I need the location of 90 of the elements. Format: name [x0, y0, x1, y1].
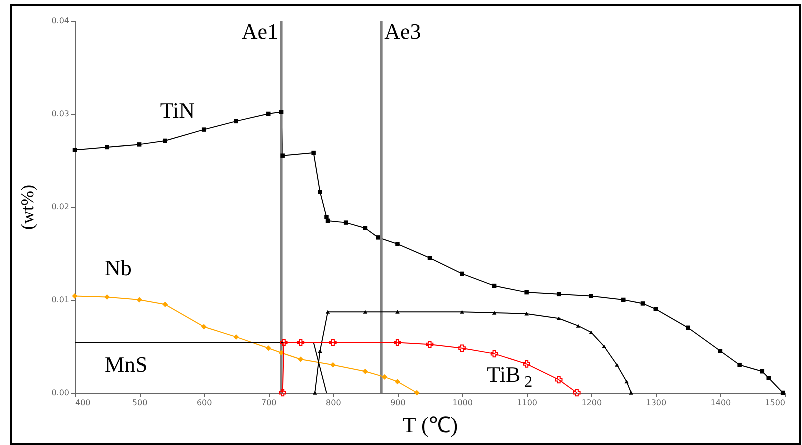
- point: [576, 324, 581, 328]
- point: [428, 256, 432, 260]
- ref-line-label: Ae1: [242, 19, 279, 44]
- x-tick-label: 1300: [646, 398, 667, 408]
- x-tick-label: 900: [390, 398, 406, 408]
- point: [624, 380, 629, 384]
- x-tick-label: 800: [326, 398, 342, 408]
- series-label: MnS: [105, 352, 148, 377]
- point: [766, 376, 771, 380]
- point: [654, 307, 658, 312]
- point: [279, 389, 286, 397]
- point: [326, 310, 330, 314]
- point: [414, 390, 420, 396]
- x-tick-label: 500: [132, 398, 148, 408]
- point: [615, 363, 620, 367]
- point: [266, 346, 272, 352]
- x-tick-label: 1000: [452, 398, 473, 408]
- point: [556, 316, 562, 320]
- point: [136, 297, 142, 303]
- point: [460, 310, 464, 314]
- point: [362, 368, 368, 374]
- point: [278, 350, 284, 356]
- point: [396, 242, 400, 246]
- point: [312, 150, 316, 156]
- point: [363, 310, 368, 314]
- point: [396, 310, 400, 314]
- point: [524, 312, 529, 316]
- x-tick-label: 400: [76, 398, 91, 408]
- point: [105, 145, 110, 150]
- point: [555, 376, 563, 384]
- point: [280, 154, 285, 158]
- point: [137, 142, 142, 147]
- series-label: TiN: [160, 98, 196, 123]
- x-tick-label: 700: [261, 398, 277, 408]
- text: 0.00: [52, 388, 70, 398]
- point: [312, 391, 318, 395]
- x-tick-label: 1400: [710, 398, 732, 408]
- point: [640, 302, 646, 306]
- y-tick-label: 0.03: [52, 110, 70, 118]
- point: [492, 311, 497, 315]
- point: [330, 362, 336, 368]
- point: [324, 215, 329, 220]
- point: [72, 148, 78, 152]
- point: [163, 138, 168, 144]
- point: [460, 272, 464, 276]
- point: [104, 294, 110, 300]
- point: [279, 110, 284, 114]
- point: [686, 326, 690, 330]
- x-tick-label: 600: [196, 398, 212, 408]
- point: [589, 330, 594, 334]
- point: [458, 344, 466, 352]
- point: [266, 112, 271, 116]
- x-tick-label: 1100: [517, 398, 538, 408]
- ref-line-label: Ae3: [384, 19, 422, 44]
- x-axis-title: T (℃): [402, 412, 458, 438]
- point: [589, 294, 594, 298]
- point: [574, 389, 581, 397]
- point: [298, 356, 304, 362]
- point: [202, 128, 206, 132]
- point: [234, 334, 240, 340]
- point: [297, 339, 305, 346]
- point: [394, 339, 402, 346]
- point: [280, 339, 288, 346]
- point: [523, 360, 530, 368]
- point: [738, 362, 742, 368]
- point: [234, 119, 238, 124]
- point: [318, 190, 322, 194]
- point: [602, 344, 606, 348]
- point: [718, 349, 723, 354]
- point: [162, 302, 168, 308]
- point: [376, 236, 380, 240]
- x-tick-label: 1500: [765, 398, 786, 408]
- point: [72, 294, 78, 300]
- point: [622, 298, 626, 302]
- point: [201, 324, 207, 330]
- point: [524, 290, 529, 295]
- y-tick-label: 0.02: [52, 202, 70, 212]
- x-tick-label: 1200: [582, 398, 602, 408]
- point: [330, 339, 337, 346]
- y-tick-label: 0.01: [52, 296, 70, 304]
- series-label: Nb: [105, 255, 132, 280]
- point: [318, 349, 322, 353]
- y-axis-title: (wt%): [18, 185, 38, 230]
- point: [629, 391, 634, 395]
- point: [344, 220, 348, 225]
- point: [426, 340, 434, 348]
- point: [394, 379, 400, 385]
- point: [490, 350, 498, 358]
- point: [382, 374, 388, 380]
- y-tick-label: 0.04: [52, 16, 70, 26]
